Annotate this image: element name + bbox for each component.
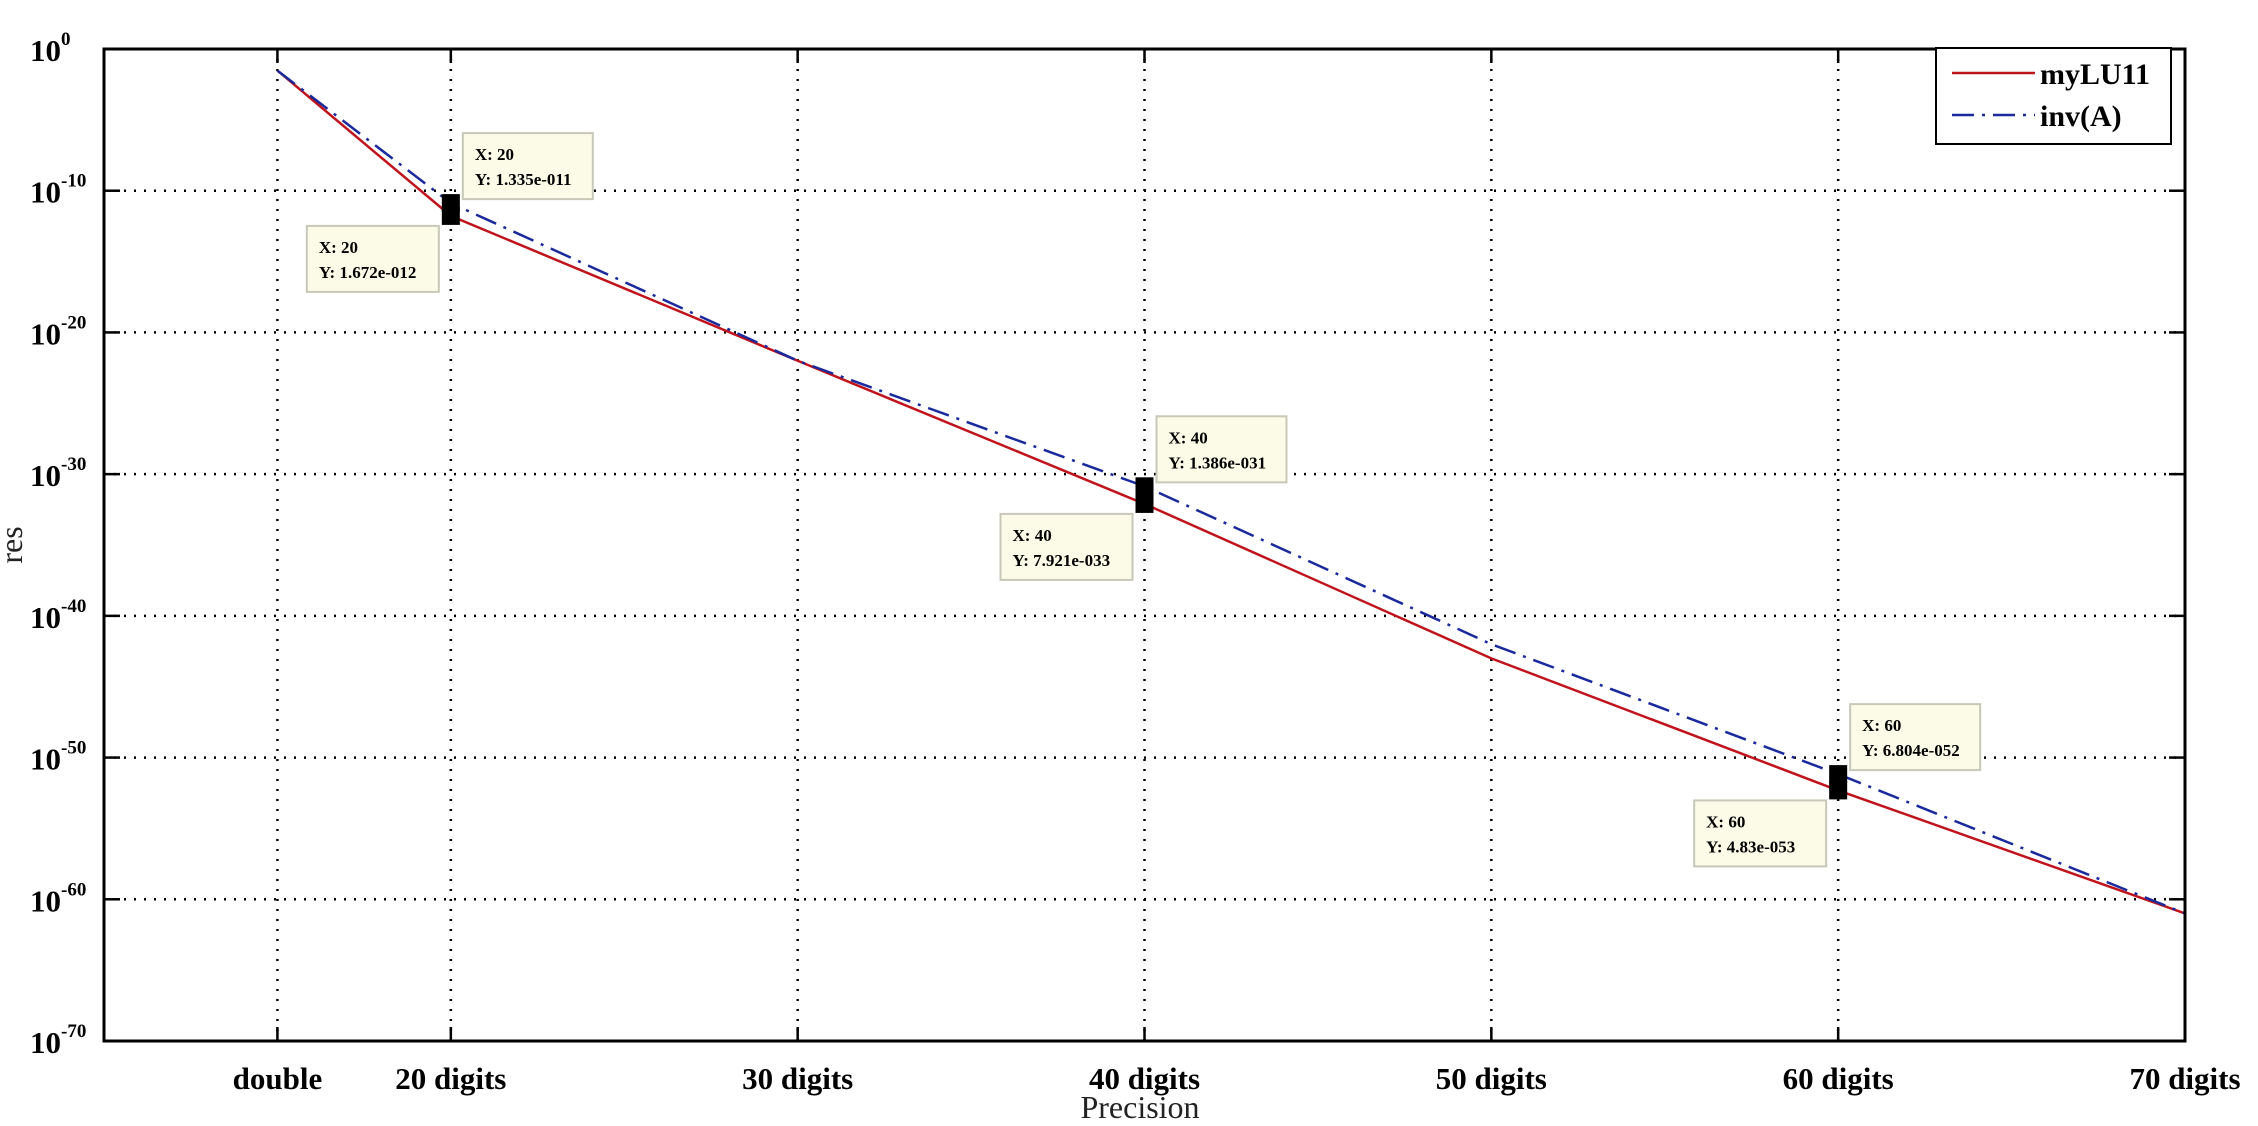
datatip-marker bbox=[1829, 765, 1848, 784]
x-tick-label: 30 digits bbox=[742, 1061, 853, 1096]
datatip-marker bbox=[1829, 781, 1848, 800]
datatips: X: 20 Y: 1.335e-011 X: 20 Y: 1.672e-012 X: 4… bbox=[305, 132, 1982, 868]
axis-ticks: double 20 digits 30 digits 40 digits 50 digi… bbox=[30, 29, 2241, 1096]
x-tick-label: 50 digits bbox=[1436, 1061, 1547, 1096]
y-tick-label: 10-40 bbox=[30, 596, 86, 635]
y-tick-label: 100 bbox=[30, 29, 71, 68]
x-axis-label: Precision bbox=[1080, 1089, 1199, 1125]
datatip-y-text: Y: 1.672e-012 bbox=[319, 263, 417, 282]
grid bbox=[104, 49, 2187, 1041]
datatip-box bbox=[999, 512, 1134, 581]
datatip: X: 20 Y: 1.672e-012 bbox=[305, 206, 460, 293]
datatip-marker bbox=[441, 206, 460, 225]
datatip-x-text: X: 20 bbox=[475, 145, 514, 164]
datatip: X: 60 Y: 6.804e-052 bbox=[1829, 703, 1982, 784]
datatip-y-text: Y: 1.335e-011 bbox=[475, 170, 572, 189]
datatip-y-text: Y: 7.921e-033 bbox=[1013, 551, 1111, 570]
datatip-marker bbox=[1135, 477, 1154, 496]
datatip: X: 60 Y: 4.83e-053 bbox=[1693, 781, 1848, 868]
y-tick-label: 10-50 bbox=[30, 738, 86, 777]
datatip-box bbox=[461, 132, 594, 201]
datatip: X: 40 Y: 1.386e-031 bbox=[1135, 415, 1288, 496]
datatip-marker bbox=[1135, 494, 1154, 513]
x-tick-label: 70 digits bbox=[2129, 1061, 2240, 1096]
datatip-x-text: X: 60 bbox=[1706, 812, 1745, 831]
datatip-y-text: Y: 4.83e-053 bbox=[1706, 837, 1795, 856]
datatip-x-text: X: 20 bbox=[319, 238, 358, 257]
y-tick-label: 10-10 bbox=[30, 171, 86, 210]
y-tick-label: 10-60 bbox=[30, 879, 86, 918]
legend-label-mylu11: myLU11 bbox=[2040, 58, 2150, 91]
legend: myLU11 inv(A) bbox=[1935, 47, 2172, 145]
x-tick-label: 20 digits bbox=[395, 1061, 506, 1096]
datatip-box bbox=[1155, 415, 1288, 484]
datatip-box bbox=[1693, 799, 1828, 868]
datatip-box bbox=[305, 224, 440, 293]
datatip-x-text: X: 40 bbox=[1013, 526, 1052, 545]
datatip-y-text: Y: 1.386e-031 bbox=[1169, 453, 1267, 472]
y-tick-label: 10-70 bbox=[30, 1021, 86, 1060]
legend-label-inva: inv(A) bbox=[2040, 100, 2122, 133]
x-tick-label: 60 digits bbox=[1783, 1061, 1894, 1096]
datatip-x-text: X: 40 bbox=[1169, 428, 1208, 447]
x-tick-label: 40 digits bbox=[1089, 1061, 1200, 1096]
x-tick-label: double bbox=[233, 1061, 323, 1096]
datatip: X: 40 Y: 7.921e-033 bbox=[999, 494, 1154, 581]
plot-frame bbox=[102, 47, 2187, 1043]
datatip-box bbox=[1849, 703, 1982, 772]
datatip-x-text: X: 60 bbox=[1862, 716, 1901, 735]
datatip: X: 20 Y: 1.335e-011 bbox=[441, 132, 594, 213]
y-tick-label: 10-20 bbox=[30, 312, 86, 351]
datatip-y-text: Y: 6.804e-052 bbox=[1862, 741, 1960, 760]
y-tick-label: 10-30 bbox=[30, 454, 86, 493]
y-axis-label: res bbox=[0, 526, 29, 563]
